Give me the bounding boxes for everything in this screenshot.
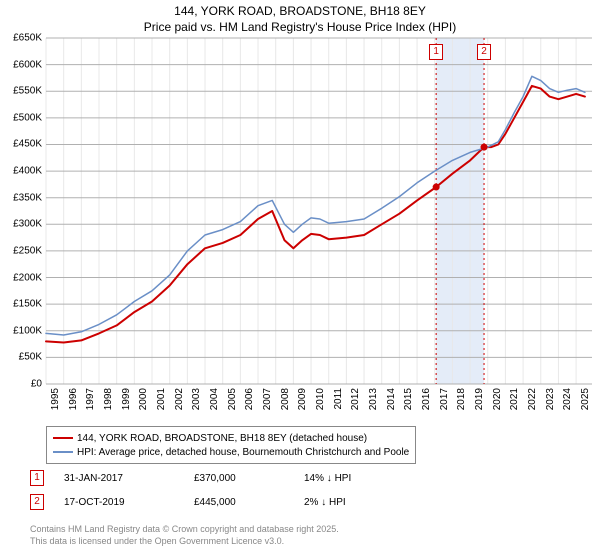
x-tick-label: 1997 [85,388,96,428]
x-tick-label: 2005 [227,388,238,428]
legend-swatch [53,451,73,453]
legend-label: 144, YORK ROAD, BROADSTONE, BH18 8EY (de… [77,433,367,444]
x-tick-label: 2017 [439,388,450,428]
y-tick-label: £0 [2,379,42,390]
x-tick-label: 2021 [509,388,520,428]
x-tick-label: 1995 [50,388,61,428]
y-tick-label: £300K [2,219,42,230]
y-tick-label: £600K [2,59,42,70]
y-tick-label: £500K [2,112,42,123]
y-tick-label: £450K [2,139,42,150]
x-tick-label: 2009 [297,388,308,428]
x-tick-label: 2012 [350,388,361,428]
y-tick-label: £250K [2,245,42,256]
x-tick-label: 2006 [244,388,255,428]
x-tick-label: 2002 [174,388,185,428]
sale-marker-2: 2 [477,44,491,60]
x-tick-label: 2007 [262,388,273,428]
x-tick-label: 2001 [156,388,167,428]
x-tick-label: 2016 [421,388,432,428]
y-tick-label: £400K [2,166,42,177]
legend-item: 144, YORK ROAD, BROADSTONE, BH18 8EY (de… [53,431,409,445]
footer-line-2: This data is licensed under the Open Gov… [30,536,339,548]
y-tick-label: £350K [2,192,42,203]
x-tick-label: 2018 [456,388,467,428]
sale-price: £445,000 [194,497,284,508]
sale-date: 31-JAN-2017 [64,473,174,484]
y-tick-label: £650K [2,33,42,44]
x-tick-label: 1998 [103,388,114,428]
y-tick-label: £550K [2,86,42,97]
x-tick-label: 2022 [527,388,538,428]
x-tick-label: 2023 [545,388,556,428]
x-tick-label: 2003 [191,388,202,428]
sale-marker-badge: 1 [30,470,44,486]
x-tick-label: 2020 [492,388,503,428]
y-tick-label: £200K [2,272,42,283]
legend-swatch [53,437,73,439]
legend-item: HPI: Average price, detached house, Bour… [53,445,409,459]
sale-row: 1 31-JAN-2017 £370,000 14% ↓ HPI [30,470,351,486]
sale-price: £370,000 [194,473,284,484]
x-tick-label: 2015 [403,388,414,428]
legend-label: HPI: Average price, detached house, Bour… [77,447,409,458]
sale-delta: 14% ↓ HPI [304,473,351,484]
sale-marker-1: 1 [429,44,443,60]
x-tick-label: 2004 [209,388,220,428]
x-tick-label: 2013 [368,388,379,428]
x-tick-label: 2014 [386,388,397,428]
x-tick-label: 2011 [333,388,344,428]
sale-marker-badge: 2 [30,494,44,510]
y-tick-label: £50K [2,352,42,363]
x-tick-label: 2019 [474,388,485,428]
x-tick-label: 2025 [580,388,591,428]
footer-line-1: Contains HM Land Registry data © Crown c… [30,524,339,536]
sale-row: 2 17-OCT-2019 £445,000 2% ↓ HPI [30,494,346,510]
legend: 144, YORK ROAD, BROADSTONE, BH18 8EY (de… [46,426,416,464]
x-tick-label: 2024 [562,388,573,428]
y-tick-label: £100K [2,325,42,336]
sale-date: 17-OCT-2019 [64,497,174,508]
footer-attribution: Contains HM Land Registry data © Crown c… [30,524,339,547]
x-tick-label: 2008 [280,388,291,428]
x-tick-label: 1999 [121,388,132,428]
sale-delta: 2% ↓ HPI [304,497,346,508]
x-tick-label: 1996 [68,388,79,428]
x-tick-label: 2010 [315,388,326,428]
x-tick-label: 2000 [138,388,149,428]
y-tick-label: £150K [2,299,42,310]
